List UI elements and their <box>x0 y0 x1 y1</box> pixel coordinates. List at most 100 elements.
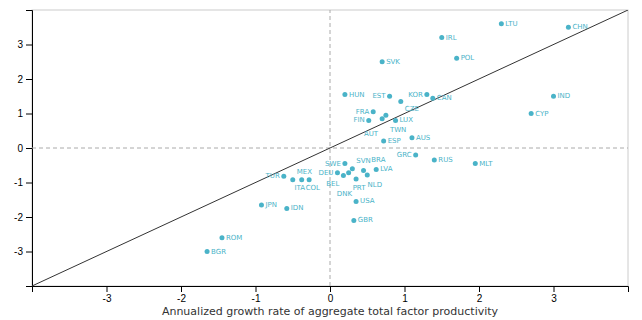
tick: 0 <box>328 286 334 304</box>
tick-mark <box>107 286 108 292</box>
point-label: ITA <box>295 184 306 192</box>
tick-label: 1 <box>402 293 408 304</box>
chart: -3-2-10123-3-2-10123Annualized growth ra… <box>0 0 642 320</box>
point-label: GRC <box>397 151 412 159</box>
tick-mark <box>26 217 32 218</box>
tick-mark <box>26 183 32 184</box>
point <box>351 218 356 223</box>
tick-mark <box>26 79 32 80</box>
point <box>551 94 556 99</box>
tick-label: 3 <box>17 39 23 50</box>
point-label: CYP <box>535 110 548 118</box>
point-label: TUR <box>265 172 280 180</box>
point <box>335 170 340 175</box>
point <box>350 166 355 171</box>
tick: 1 <box>17 108 32 119</box>
point <box>387 94 392 99</box>
tick: -3 <box>103 286 112 304</box>
tick: 1 <box>402 286 408 304</box>
point-label: LVA <box>380 165 392 173</box>
point <box>409 135 414 140</box>
point-label: DEU <box>319 169 334 177</box>
point-label: FIN <box>353 116 364 124</box>
point-label: BEL <box>326 180 339 188</box>
point <box>393 118 398 123</box>
point-label: IND <box>558 92 571 100</box>
tick: -2 <box>177 286 186 304</box>
point <box>430 96 435 101</box>
tick-label: 1 <box>17 108 23 119</box>
tick-mark <box>330 286 331 292</box>
point <box>381 139 386 144</box>
point-label: MEX <box>297 168 312 176</box>
point-label: ESP <box>388 137 401 145</box>
point <box>413 152 418 157</box>
point-label: MLT <box>479 160 493 168</box>
tick-label: -1 <box>14 177 23 188</box>
point <box>454 56 459 61</box>
point-label: CZE <box>405 105 419 113</box>
y-axis: -3-2-10123 <box>14 11 32 287</box>
tick: 0 <box>17 143 32 154</box>
plot-frame <box>32 10 628 286</box>
point <box>342 161 347 166</box>
tick-label: -2 <box>177 293 186 304</box>
tick-label: 3 <box>551 293 557 304</box>
point-label: AUT <box>364 130 379 138</box>
tick: -1 <box>14 177 32 188</box>
point <box>299 177 304 182</box>
point-label: AUS <box>416 134 431 142</box>
tick-mark <box>405 286 406 292</box>
point <box>432 158 437 163</box>
point <box>473 161 478 166</box>
point <box>499 21 504 26</box>
tick-label: -3 <box>103 293 112 304</box>
point <box>398 99 403 104</box>
tick: 2 <box>17 74 32 85</box>
tick-mark <box>26 252 32 253</box>
point <box>341 173 346 178</box>
point <box>439 35 444 40</box>
point <box>307 177 312 182</box>
point <box>366 118 371 123</box>
axis-line <box>33 287 629 293</box>
point-label: IDN <box>291 204 304 212</box>
point-label: PRT <box>353 184 367 192</box>
point-label: SVK <box>386 58 400 66</box>
point-label: POL <box>461 54 475 62</box>
point-labels: CHNLTUIRLPOLSVKINDCYPKORCANESTCZEHUNFRAT… <box>211 20 588 256</box>
tick-mark <box>479 286 480 292</box>
point-label: SVN <box>356 157 370 165</box>
point <box>371 109 376 114</box>
identity-line <box>32 10 628 286</box>
point-label: NLD <box>368 181 383 189</box>
point-label: CAN <box>437 94 452 102</box>
point <box>290 177 295 182</box>
tick: 3 <box>551 286 557 304</box>
point <box>361 168 366 173</box>
tick-mark <box>26 45 32 46</box>
point-label: KOR <box>408 91 423 99</box>
point-label: FRA <box>356 108 370 116</box>
point <box>566 25 571 30</box>
point <box>380 116 385 121</box>
point-label: IRL <box>446 34 457 42</box>
point <box>365 172 370 177</box>
x-axis: -3-2-10123 <box>33 286 629 304</box>
point <box>219 235 224 240</box>
tick-label: 2 <box>477 293 483 304</box>
tick-label: 2 <box>17 74 23 85</box>
point <box>383 113 388 118</box>
point-label: ROM <box>226 234 242 242</box>
point-label: GBR <box>358 216 373 224</box>
tick-label: 0 <box>328 293 334 304</box>
tick-mark <box>26 114 32 115</box>
point <box>380 59 385 64</box>
point-label: TWN <box>389 126 406 134</box>
tick-mark <box>181 286 182 292</box>
tick-mark <box>26 148 32 149</box>
point-label: LUX <box>400 116 414 124</box>
point-label: SWE <box>325 160 341 168</box>
plot-area <box>32 10 628 286</box>
tick-label: 0 <box>17 143 23 154</box>
